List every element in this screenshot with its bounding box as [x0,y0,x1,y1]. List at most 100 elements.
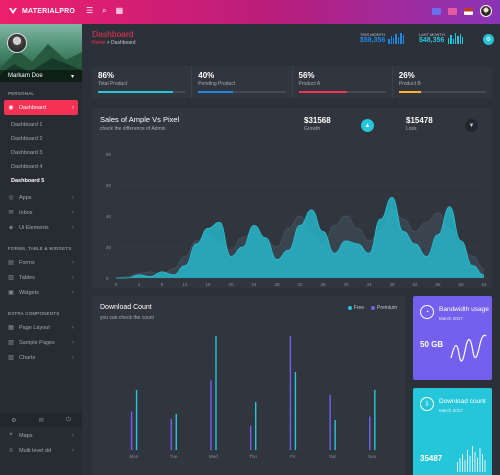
sidebar-subitem-dashboard-3[interactable]: Dashboard 3 [11,150,43,156]
sidebar-item-tables[interactable]: ▥ Tables ‹ [0,270,82,285]
bar-premium-fri[interactable] [289,336,292,450]
sidebar-item-page-layout[interactable]: ▦ Page Layout ‹ [0,320,82,335]
x-tick-label: 40 [343,282,349,287]
bar-free-sun[interactable] [374,390,376,450]
sidebar-item-label: Maps [19,432,33,439]
sidebar-item-dashboard[interactable]: ◉ Dashboard › [4,100,78,115]
bar-free-mon[interactable] [135,390,138,450]
apps-icon: ◎ [8,195,14,201]
mountain-illustration [0,44,82,82]
legend-free[interactable]: Free [347,305,364,311]
x-tick-label: 48 [389,282,395,287]
bar-premium-wed[interactable] [210,380,212,450]
main-content: Dashboard Home > Dashboard THIS MONTH $5… [82,24,500,475]
sidebar-item-label: Dashboard [19,104,46,111]
last-month-sparkline [447,33,464,44]
growth-icon[interactable]: ▲ [361,119,374,132]
profile-avatar[interactable] [7,33,27,53]
sidebar-subitem-dashboard-5[interactable]: Dashboard 5 [11,178,45,184]
avatar[interactable] [480,5,492,17]
bar-free-thu[interactable] [255,402,257,450]
sidebar-item-sample-pages[interactable]: ▧ Sample Pages ‹ [0,335,82,350]
sidebar-subitem-dashboard-2[interactable]: Dashboard 2 [11,136,43,142]
sidebar-item-charts[interactable]: ▨ Charts ‹ [0,350,82,365]
sidebar-item-apps[interactable]: ◎ Apps ‹ [0,190,82,205]
download-sparkbars [457,446,486,472]
sidebar-item-ui-elements[interactable]: ◈ Ui Elements ‹ [0,220,82,235]
chevron-icon: ‹ [72,354,74,361]
bandwidth-value: 50 GB [420,340,444,349]
brand-logo[interactable]: MATERIALPRO [8,6,75,16]
mail-icon[interactable]: ✉ [38,417,44,424]
search-icon[interactable]: ⌕ [102,6,107,15]
kpi-value: 40% [198,71,215,80]
legend-premium[interactable]: Premium [370,305,397,311]
sidebar-item-widgets[interactable]: ▣ Widgets ‹ [0,285,82,300]
x-tick-label: 16 [205,282,211,287]
x-tick-label: 56 [435,282,441,287]
pages-icon: ▧ [8,340,14,346]
sales-chart-card: Sales of Ample Vs Pixel check the differ… [92,108,492,288]
kpi-progress-bar [98,91,174,93]
mail-icon[interactable] [448,7,457,15]
kpi-progress-bar [398,91,422,93]
x-tick-label: Fri [290,454,295,459]
chart-legend: Free Premium [347,305,397,311]
menu-icon[interactable]: ☰ [86,6,94,15]
bar-premium-mon[interactable] [130,411,133,450]
download-stat-card: ⇩ Download count March 2017 35487 [413,388,492,475]
profile-name-bar[interactable]: Markarn Doe ▾ [0,70,82,82]
sidebar-item-maps[interactable]: ⌖ Maps ‹ [0,428,82,443]
x-tick-label: Sat [329,454,337,459]
download-count-card: Download Count you can check the count F… [92,296,405,475]
x-tick-label: 12 [182,282,188,287]
top-navbar: MATERIALPRO ☰ ⌕ ▦ [0,0,500,24]
layout-icon: ▦ [8,325,14,331]
bar-premium-sun[interactable] [369,416,371,450]
bar-premium-thu[interactable] [250,426,252,450]
sidebar-item-label: Tables [19,274,35,281]
kpi-value: 56% [298,71,315,80]
sidebar-subitem-dashboard-1[interactable]: Dashboard 1 [11,122,43,128]
bar-premium-tue[interactable] [170,418,172,450]
x-tick-label: Wed [209,454,219,459]
bar-free-fri[interactable] [294,372,297,450]
download-bar-chart: Mon Tue Wed Thu Fri Sat Sun [114,329,392,459]
growth-label: Growth [304,126,321,132]
this-month-stat: THIS MONTH $58,356 [360,32,405,44]
x-tick-label: 28 [274,282,280,287]
profile-banner: Markarn Doe ▾ [0,24,82,82]
kpi-progress-track [98,91,186,93]
kpi-label: Total Product [98,81,128,87]
sidebar-subitem-dashboard-4[interactable]: Dashboard 4 [11,164,43,170]
bar-premium-sat[interactable] [329,394,331,450]
bar-free-tue[interactable] [175,414,177,450]
bandwidth-title: Bandwidth usage [439,306,489,313]
page-header: Dashboard Home > Dashboard THIS MONTH $5… [82,24,500,56]
settings-button[interactable]: ⚙ [483,34,494,45]
settings-icon[interactable]: ⚙ [11,417,17,424]
x-tick-label: 20 [228,282,234,287]
loss-icon[interactable]: ▼ [465,119,478,132]
sales-title: Sales of Ample Vs Pixel [100,115,180,124]
sidebar-item-multi-level[interactable]: ≡ Multi level dd ‹ [0,443,82,458]
breadcrumb-home[interactable]: Home [92,40,106,46]
kpi-pending-product: 40% Pending Product [192,66,293,98]
flag-icon[interactable] [432,7,441,15]
this-month-value: $58,356 [360,37,386,44]
x-tick-label: 8 [161,282,164,287]
power-icon[interactable]: ⏻ [66,416,71,423]
legend-label: Premium [376,305,397,311]
bar-free-sat[interactable] [334,420,336,450]
apps-icon[interactable]: ▦ [115,6,124,15]
y-tick-label: 20 [106,245,112,250]
x-tick-label: 64 [481,282,487,287]
sidebar-item-forms[interactable]: ▤ Forms ‹ [0,255,82,270]
flag-us-icon[interactable] [464,7,473,15]
x-tick-label: 60 [458,282,464,287]
sidebar-item-inbox[interactable]: ✉ Inbox ‹ [0,205,82,220]
y-tick-label: 40 [106,214,112,219]
kpi-row: 86% Total Product 40% Pending Product 56… [92,66,492,98]
bar-free-wed[interactable] [215,336,217,450]
